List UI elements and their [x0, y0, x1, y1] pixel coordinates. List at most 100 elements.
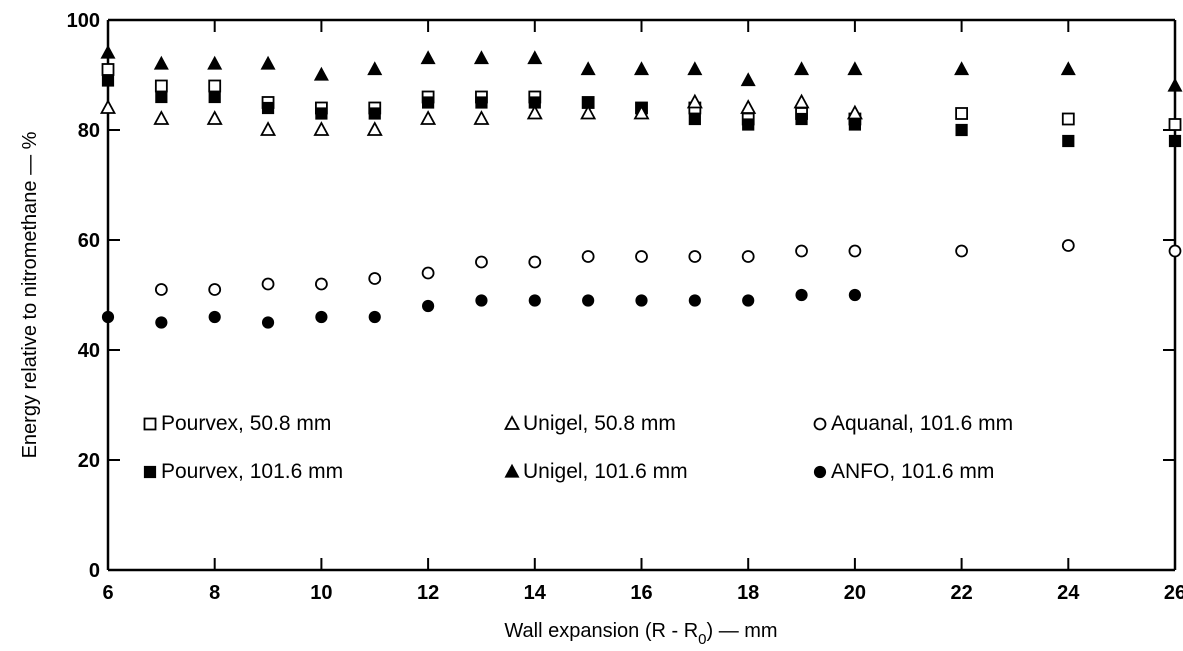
legend-item: Unigel, 101.6 mm — [504, 460, 688, 483]
data-point — [155, 316, 168, 329]
data-marks — [99, 44, 1183, 329]
x-axis-title-main: Wall expansion (R - R — [504, 620, 698, 642]
data-point — [260, 121, 277, 136]
data-point — [1061, 239, 1075, 252]
y-tick-label: 100 — [67, 10, 100, 32]
series-4 — [154, 239, 1182, 296]
data-point — [793, 93, 810, 109]
data-point — [580, 104, 597, 120]
x-axis-title-subscript: 0 — [698, 631, 706, 648]
legend-item: Pourvex, 101.6 mm — [143, 460, 343, 483]
data-point — [848, 244, 862, 258]
data-point — [527, 50, 543, 65]
legend-label: Pourvex, 101.6 mm — [161, 460, 343, 483]
axis-ticks: 6 8 10 12 14 16 18 20 22 24 26 0 20 40 60 80 100 — [67, 10, 1183, 604]
legend-marker — [504, 463, 520, 478]
data-point — [368, 107, 381, 120]
data-point — [687, 61, 703, 76]
data-point — [154, 79, 168, 93]
legend-label: ANFO, 101.6 mm — [831, 460, 994, 483]
data-point — [420, 110, 437, 125]
data-point — [1060, 61, 1076, 76]
data-point — [420, 50, 436, 65]
data-point — [422, 96, 435, 109]
data-point — [261, 316, 275, 329]
data-point — [1168, 244, 1182, 258]
data-point — [686, 93, 703, 109]
data-point — [740, 72, 756, 87]
data-point — [954, 61, 970, 76]
legend-item: ANFO, 101.6 mm — [813, 460, 994, 483]
data-point — [101, 74, 115, 87]
x-tick-label: 12 — [417, 582, 439, 604]
legend-marker — [143, 465, 157, 479]
data-point — [368, 310, 381, 324]
data-point — [367, 61, 383, 76]
series-2 — [99, 93, 863, 136]
data-point — [847, 61, 863, 76]
legend-marker — [813, 465, 827, 479]
data-point — [475, 294, 488, 307]
data-point — [580, 61, 596, 76]
data-point — [1062, 134, 1075, 148]
data-point — [208, 90, 221, 104]
data-point — [313, 121, 330, 136]
data-point — [795, 244, 808, 258]
y-axis-title: Energy relative to nitromethane — % — [19, 131, 41, 458]
data-point — [526, 104, 543, 120]
data-point — [635, 294, 648, 307]
data-point — [741, 250, 755, 263]
data-point — [101, 63, 115, 76]
data-point — [742, 118, 755, 131]
data-point — [1061, 112, 1075, 126]
legend-marker — [813, 417, 827, 431]
y-tick-label: 20 — [78, 450, 100, 472]
y-tick-label: 40 — [78, 340, 100, 362]
data-point — [314, 277, 328, 291]
x-tick-label: 24 — [1057, 582, 1080, 604]
data-point — [154, 283, 168, 296]
x-axis-title: Wall expansion (R - R0) — mm — [504, 620, 777, 648]
data-point — [742, 294, 755, 307]
data-point — [846, 104, 863, 120]
data-point — [795, 112, 808, 126]
data-point — [635, 250, 648, 263]
data-point — [422, 299, 435, 313]
x-tick-label: 20 — [844, 582, 866, 604]
legend-label: Pourvex, 50.8 mm — [161, 412, 331, 435]
data-point — [633, 61, 650, 76]
data-point — [155, 90, 168, 104]
x-tick-label: 26 — [1164, 582, 1183, 604]
data-point — [261, 277, 275, 291]
data-point — [848, 118, 862, 131]
legend-label: Unigel, 50.8 mm — [523, 412, 676, 435]
data-point — [473, 50, 489, 65]
legend-item: Unigel, 50.8 mm — [503, 412, 676, 435]
data-point — [100, 44, 116, 59]
x-tick-label: 16 — [630, 582, 652, 604]
x-tick-label: 14 — [524, 582, 547, 604]
data-point — [848, 288, 862, 302]
x-tick-label: 8 — [209, 582, 220, 604]
y-tick-label: 80 — [78, 120, 100, 142]
data-point — [206, 110, 223, 125]
data-point — [688, 294, 701, 307]
data-point — [1168, 118, 1182, 131]
x-tick-label: 10 — [310, 582, 332, 604]
series-3 — [100, 44, 1183, 92]
data-point — [955, 244, 968, 258]
x-tick-label: 18 — [737, 582, 759, 604]
legend-item: Aquanal, 101.6 mm — [813, 412, 1013, 435]
data-point — [153, 55, 169, 70]
data-point — [794, 61, 810, 76]
data-point — [475, 96, 488, 109]
data-point — [528, 255, 542, 269]
legend-marker — [503, 415, 521, 430]
data-point — [208, 79, 222, 93]
data-point — [207, 55, 223, 70]
data-point — [955, 123, 968, 137]
legend-label: Unigel, 101.6 mm — [523, 460, 688, 483]
data-point — [582, 294, 595, 307]
data-point — [688, 112, 701, 126]
data-point — [101, 310, 115, 324]
